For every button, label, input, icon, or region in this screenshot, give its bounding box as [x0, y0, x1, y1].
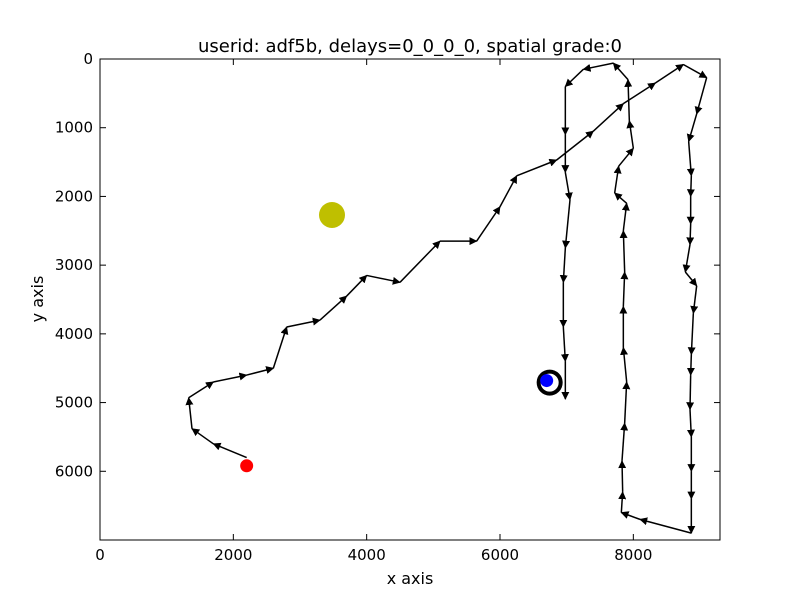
- path-segment: [620, 422, 629, 462]
- path-segment: [619, 229, 628, 273]
- x-tick-label: 4000: [348, 546, 386, 564]
- path-segment: [620, 511, 641, 521]
- y-tick-label: 0: [83, 50, 93, 68]
- path-segment: [690, 285, 699, 315]
- path-segment: [191, 428, 214, 445]
- path-segment: [499, 175, 518, 208]
- path-segment: [686, 223, 695, 246]
- end-marker: [540, 374, 554, 388]
- x-tick-label: 2000: [214, 546, 252, 564]
- point-markers: [240, 201, 563, 473]
- y-tick-label: 3000: [55, 256, 93, 274]
- path-segment: [286, 317, 321, 328]
- path-segment: [618, 491, 627, 513]
- path-segment: [612, 62, 629, 81]
- path-segment: [212, 442, 247, 459]
- path-segment: [686, 113, 698, 143]
- path-segment: [319, 295, 348, 321]
- path-segment: [246, 366, 275, 376]
- path-segment: [622, 381, 631, 424]
- path-segment: [185, 396, 194, 429]
- x-tick-label: 8000: [614, 546, 652, 564]
- trajectory-path: [185, 62, 708, 534]
- path-segment: [686, 175, 695, 198]
- y-tick-label: 2000: [55, 187, 93, 205]
- y-tick-label: 1000: [55, 119, 93, 137]
- path-segment: [582, 62, 614, 72]
- path-segment: [654, 63, 685, 84]
- goal-marker: [319, 201, 345, 228]
- x-tick-label: 6000: [481, 546, 519, 564]
- path-segment: [618, 460, 627, 492]
- path-segment: [188, 381, 215, 399]
- path-segment: [626, 120, 635, 149]
- path-segment: [686, 409, 695, 438]
- path-segment: [687, 313, 696, 356]
- path-segment: [694, 77, 708, 115]
- path-segment: [562, 199, 571, 249]
- path-segment: [686, 141, 695, 177]
- y-tick-label: 6000: [55, 462, 93, 480]
- path-segment: [560, 326, 569, 363]
- path-segment: [624, 78, 633, 121]
- path-segment: [682, 244, 691, 273]
- path-segment: [272, 326, 289, 369]
- path-segment: [621, 202, 630, 231]
- path-segment: [592, 103, 624, 132]
- x-axis-label: x axis: [387, 569, 434, 588]
- y-axis-ticks: 0 1000 2000 3000 4000 5000 6000: [55, 50, 720, 480]
- path-segment: [686, 354, 695, 376]
- y-tick-label: 5000: [55, 394, 93, 412]
- path-segment: [476, 206, 501, 242]
- path-segment: [613, 165, 622, 194]
- path-segment: [686, 375, 695, 411]
- plot-background: [100, 59, 720, 540]
- x-tick-label: 0: [95, 546, 105, 564]
- start-marker: [240, 459, 254, 473]
- path-segment: [346, 274, 368, 297]
- path-segment: [682, 63, 708, 79]
- path-segment: [564, 68, 584, 88]
- plot-frame: [99, 58, 721, 541]
- path-segment: [559, 247, 568, 284]
- path-segment: [684, 271, 698, 287]
- path-segment: [639, 517, 692, 534]
- x-axis-ticks: 0 2000 4000 6000 8000: [95, 59, 652, 564]
- path-segment: [620, 346, 629, 383]
- end-ring-marker: [536, 369, 563, 396]
- path-segment: [399, 240, 441, 283]
- path-segment: [556, 130, 594, 161]
- y-axis-label: y axis: [28, 276, 47, 323]
- path-segment: [516, 158, 558, 177]
- y-tick-label: 4000: [55, 325, 93, 343]
- path-segment: [366, 274, 401, 285]
- path-segment: [620, 271, 629, 307]
- path-segment: [618, 147, 634, 167]
- path-segment: [213, 372, 248, 383]
- path-segment: [614, 192, 628, 204]
- chart-title: userid: adf5b, delays=0_0_0_0, spatial g…: [198, 36, 622, 57]
- path-segment: [564, 172, 573, 201]
